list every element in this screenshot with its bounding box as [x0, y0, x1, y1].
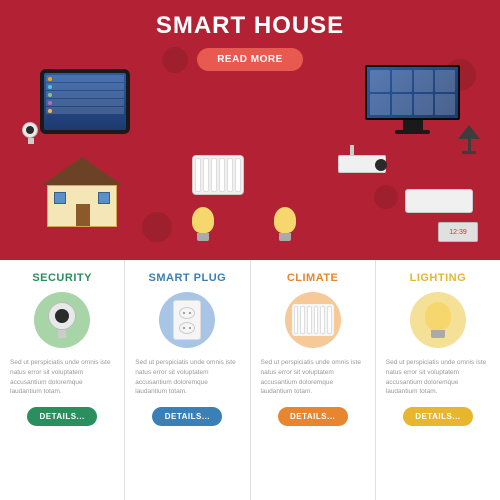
column-title: SECURITY	[10, 272, 114, 284]
monitor-icon	[365, 65, 460, 135]
details-button[interactable]: DETAILS...	[278, 407, 348, 426]
webcam-icon	[34, 292, 90, 348]
feature-column: SECURITY Sed ut perspiciatis unde omnis i…	[0, 260, 125, 500]
feature-column: LIGHTING Sed ut perspiciatis unde omnis i…	[376, 260, 500, 500]
details-button[interactable]: DETAILS...	[403, 407, 473, 426]
column-text: Sed ut perspiciatis unde omnis iste natu…	[10, 358, 114, 397]
gear-icon	[142, 212, 172, 242]
cctv-icon	[338, 145, 393, 175]
details-button[interactable]: DETAILS...	[152, 407, 222, 426]
feature-column: CLIMATE Sed ut perspiciatis unde omnis is…	[251, 260, 376, 500]
column-title: SMART PLUG	[135, 272, 239, 284]
column-title: CLIMATE	[261, 272, 365, 284]
gear-icon	[162, 47, 188, 73]
column-title: LIGHTING	[386, 272, 490, 284]
feature-columns: SECURITY Sed ut perspiciatis unde omnis i…	[0, 260, 500, 500]
plug-icon	[159, 292, 215, 348]
bulb-icon	[192, 207, 214, 241]
house-icon	[42, 157, 122, 232]
gear-icon	[374, 185, 398, 209]
details-button[interactable]: DETAILS...	[27, 407, 97, 426]
ac-icon	[405, 189, 473, 213]
column-text: Sed ut perspiciatis unde omnis iste natu…	[386, 358, 490, 397]
column-text: Sed ut perspiciatis unde omnis iste natu…	[261, 358, 365, 397]
tablet-icon	[40, 69, 130, 134]
column-text: Sed ut perspiciatis unde omnis iste natu…	[135, 358, 239, 397]
radiator-icon	[192, 155, 244, 195]
feature-column: SMART PLUG Sed ut perspiciatis unde omnis…	[125, 260, 250, 500]
devices-diagram: 12:39	[12, 77, 488, 257]
hero-section: SMART HOUSE READ MORE	[0, 0, 500, 260]
thermostat-icon: 12:39	[438, 222, 478, 242]
hero-title: SMART HOUSE	[12, 12, 488, 40]
read-more-button[interactable]: READ MORE	[197, 48, 303, 71]
webcam-icon	[22, 122, 40, 144]
bulb-icon	[410, 292, 466, 348]
lamp-icon	[458, 125, 480, 154]
radiator-icon	[285, 292, 341, 348]
bulb-icon	[274, 207, 296, 241]
